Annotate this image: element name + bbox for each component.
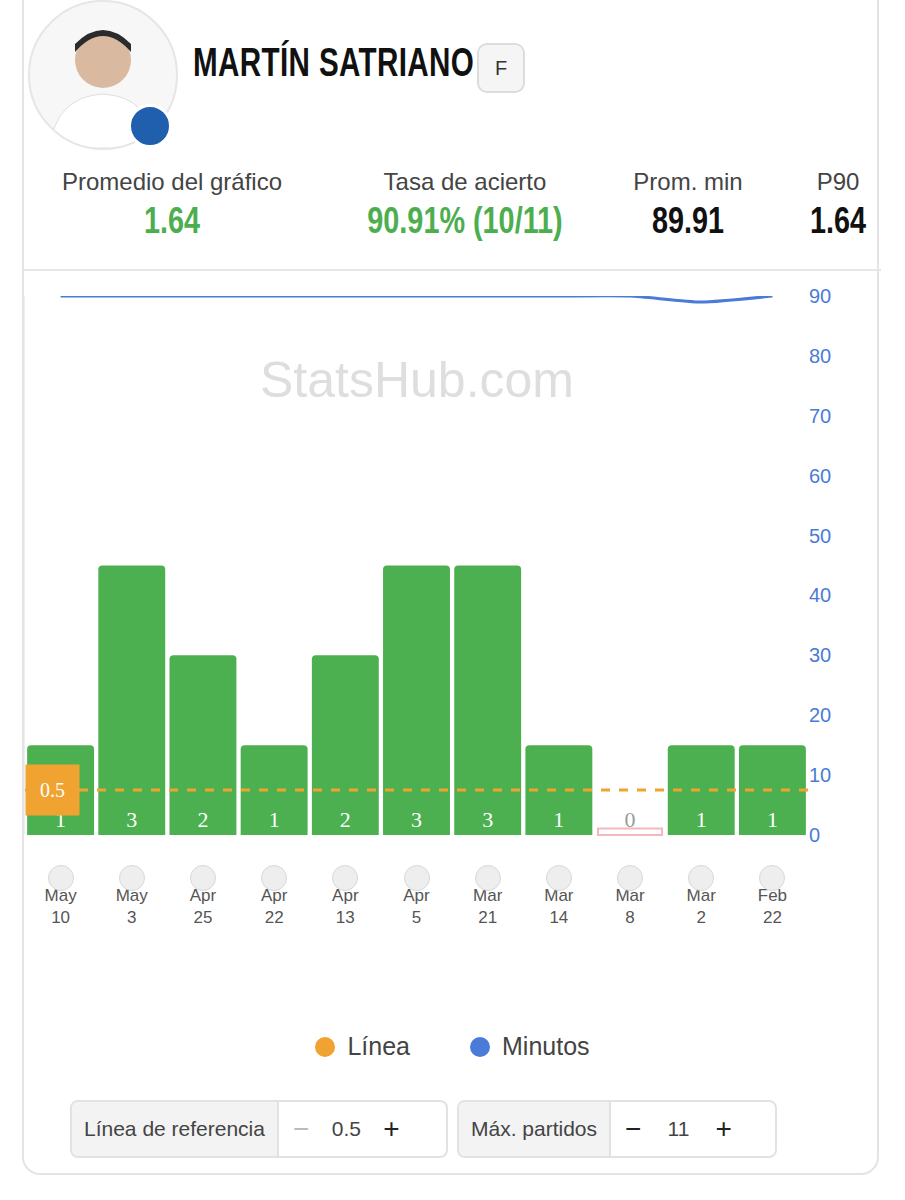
svg-text:1: 1 [55,807,66,832]
html-text:MARTÍN SATRIANO: MARTÍN SATRIANO [193,40,475,84]
svg-text:Apr5: Apr5 [403,886,430,927]
html-text:90.91% (10/11): 90.91% (10/11) [367,200,563,241]
svg-text:Mar21: Mar21 [473,886,503,927]
html-text:Máx. partidos: Máx. partidos [471,1117,598,1140]
html-text:Minutos: Minutos [502,1032,590,1060]
html-text:F: F [494,56,508,79]
svg-text:50: 50 [809,525,831,547]
svg-text:Mar14: Mar14 [544,886,574,927]
svg-text:Apr22: Apr22 [261,886,288,927]
svg-text:2: 2 [340,807,351,832]
svg-text:2: 2 [197,807,208,832]
html-text:Promedio del gráfico: Promedio del gráfico [61,168,283,195]
svg-text:1: 1 [269,807,280,832]
html-text:Prom. min: Prom. min [633,168,743,195]
html-text:0.5: 0.5 [331,1117,361,1140]
svg-text:Mar8: Mar8 [615,886,645,927]
html-text:1.64: 1.64 [144,200,200,241]
svg-text:40: 40 [809,584,831,606]
svg-text:80: 80 [809,345,831,367]
svg-text:10: 10 [809,764,831,786]
html-text:89.91: 89.91 [652,200,724,241]
html-text:P90: P90 [816,168,860,195]
svg-text:Apr25: Apr25 [190,886,217,927]
svg-text:1: 1 [696,807,707,832]
html-text:Tasa de acierto: Tasa de acierto [383,168,547,195]
html-text:Línea de referencia: Línea de referencia [84,1117,265,1140]
svg-text:Apr13: Apr13 [332,886,359,927]
html-text:11: 11 [667,1117,690,1140]
svg-text:May10: May10 [45,886,78,927]
svg-text:90: 90 [809,285,831,307]
html-text:1.64: 1.64 [810,200,866,241]
svg-text:Feb22: Feb22 [758,886,787,927]
svg-text:3: 3 [482,807,493,832]
svg-text:60: 60 [809,465,831,487]
svg-text:0: 0 [625,807,636,832]
html-text:Línea: Línea [347,1032,410,1060]
svg-text:20: 20 [809,704,831,726]
svg-text:May3: May3 [116,886,149,927]
svg-text:StatsHub.com: StatsHub.com [260,352,574,408]
svg-text:3: 3 [411,807,422,832]
svg-text:1: 1 [767,807,778,832]
svg-text:1: 1 [553,807,564,832]
svg-text:30: 30 [809,644,831,666]
svg-text:0: 0 [809,824,820,846]
svg-text:Mar2: Mar2 [687,886,717,927]
svg-text:0.5: 0.5 [40,779,65,801]
svg-text:70: 70 [809,405,831,427]
svg-text:3: 3 [126,807,137,832]
